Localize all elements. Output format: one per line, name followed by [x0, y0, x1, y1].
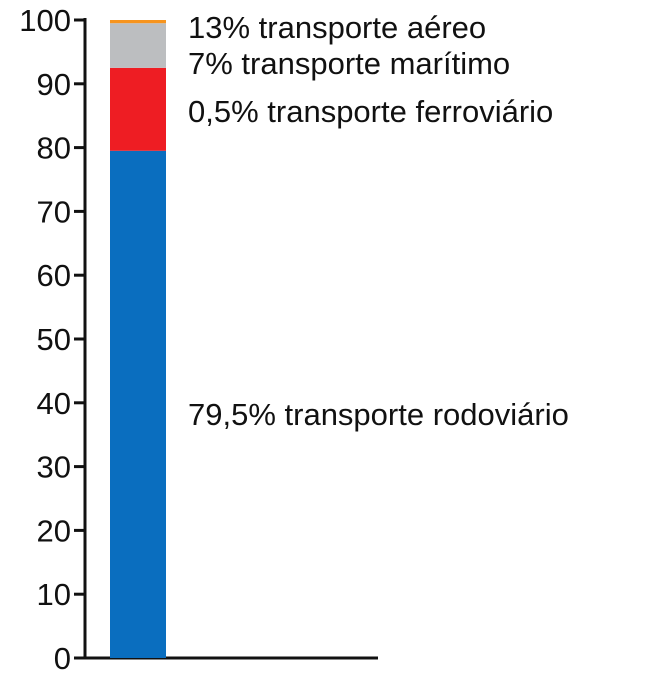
- y-tick-label-40: 40: [37, 386, 71, 421]
- y-tick-label-0: 0: [54, 641, 71, 676]
- y-tick-label-70: 70: [37, 194, 71, 229]
- bar-stack: [110, 20, 166, 659]
- y-tick-label-10: 10: [37, 577, 71, 612]
- segment-label-0: 79,5% transporte rodoviário: [188, 397, 569, 432]
- y-tick-label-90: 90: [37, 67, 71, 102]
- segment-label-1: 13% transporte aéreo: [188, 10, 486, 45]
- y-tick-label-20: 20: [37, 513, 71, 548]
- bar-segment-2: [110, 23, 166, 68]
- axes: 0 10 20 30 40 50 60 70 80 90 100: [19, 3, 378, 676]
- segment-label-3: 0,5% transporte ferroviário: [188, 94, 553, 129]
- y-tick-label-60: 60: [37, 258, 71, 293]
- segment-label-2: 7% transporte marítimo: [188, 46, 510, 81]
- segment-labels: 79,5% transporte rodoviário 13% transport…: [188, 10, 569, 432]
- y-tick-label-100: 100: [19, 3, 71, 38]
- y-tick-label-30: 30: [37, 450, 71, 485]
- y-tick-label-80: 80: [37, 131, 71, 166]
- bar-segment-1: [110, 67, 166, 151]
- bar-segment-0: [110, 150, 166, 659]
- y-tick-label-50: 50: [37, 322, 71, 357]
- bar-segment-3: [110, 20, 166, 24]
